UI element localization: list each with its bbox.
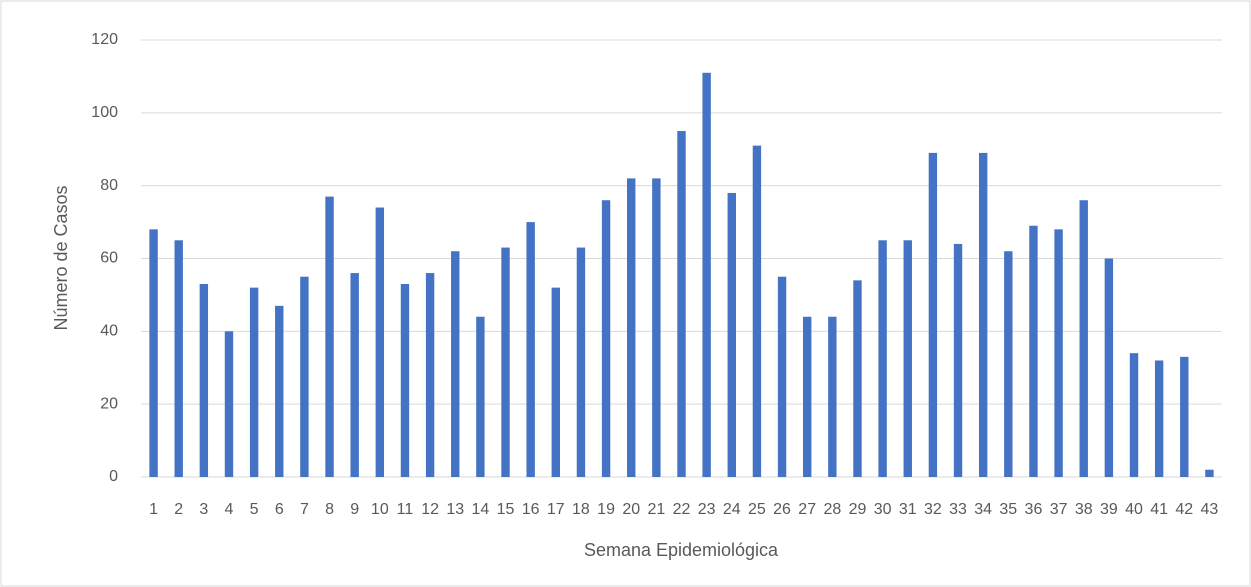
x-tick-label: 13 — [446, 501, 464, 518]
x-tick-label: 6 — [275, 501, 284, 518]
bar — [1004, 251, 1013, 477]
y-tick-label: 20 — [100, 395, 118, 412]
bar — [601, 200, 611, 477]
x-tick-label: 40 — [1125, 501, 1143, 518]
bar — [451, 251, 460, 477]
bar — [576, 247, 586, 477]
x-tick-label: 30 — [874, 501, 892, 518]
x-tick-label: 21 — [647, 501, 665, 518]
bar — [300, 276, 309, 477]
bar — [275, 305, 284, 477]
x-tick-label: 2 — [174, 501, 183, 518]
x-tick-label: 9 — [350, 501, 359, 518]
bar — [551, 287, 561, 477]
bar — [375, 207, 385, 477]
bar — [777, 276, 787, 477]
bar — [1029, 225, 1038, 477]
x-tick-label: 17 — [547, 501, 565, 518]
x-tick-label: 35 — [999, 501, 1017, 518]
x-tick-label: 3 — [199, 501, 208, 518]
bar — [853, 280, 862, 477]
y-tick-label: 120 — [91, 31, 118, 48]
y-axis-title: Número de Casos — [51, 185, 71, 330]
x-tick-label: 23 — [698, 501, 716, 518]
x-tick-label: 19 — [597, 501, 615, 518]
bar — [702, 72, 711, 478]
x-tick-label: 20 — [622, 501, 640, 518]
bar — [400, 283, 410, 477]
x-tick-label: 5 — [250, 501, 259, 518]
x-tick-label: 42 — [1175, 501, 1193, 518]
x-tick-label: 39 — [1100, 501, 1118, 518]
x-tick-label: 27 — [798, 501, 816, 518]
x-tick-label: 4 — [225, 501, 234, 518]
x-tick-label: 41 — [1150, 501, 1168, 518]
x-tick-label: 31 — [899, 501, 917, 518]
x-tick-label: 36 — [1025, 501, 1043, 518]
x-tick-label: 29 — [849, 501, 867, 518]
bar — [425, 273, 435, 477]
y-tick-label: 0 — [109, 468, 118, 485]
bar — [174, 240, 183, 477]
x-tick-label: 33 — [949, 501, 967, 518]
x-tick-label: 1 — [149, 501, 158, 518]
bar — [1205, 469, 1214, 477]
x-tick-label: 28 — [823, 501, 841, 518]
x-tick-label: 26 — [773, 501, 791, 518]
bar — [199, 283, 209, 477]
bar — [224, 331, 234, 477]
y-tick-label: 40 — [100, 323, 118, 340]
bar — [1104, 258, 1114, 477]
bar — [752, 145, 762, 477]
x-tick-label: 37 — [1050, 501, 1068, 518]
bar — [350, 273, 359, 477]
bar — [476, 316, 485, 477]
x-tick-label: 18 — [572, 501, 590, 518]
bar — [325, 196, 334, 477]
bar — [802, 316, 812, 477]
x-axis-title: Semana Epidemiológica — [584, 540, 779, 560]
x-tick-label: 43 — [1201, 501, 1219, 518]
bar — [1180, 356, 1189, 477]
bar — [627, 178, 636, 477]
x-tick-label: 15 — [497, 501, 515, 518]
x-tick-label: 7 — [300, 501, 309, 518]
bar — [1154, 360, 1164, 477]
x-tick-label: 32 — [924, 501, 942, 518]
x-tick-label: 8 — [325, 501, 334, 518]
x-tick-label: 24 — [723, 501, 741, 518]
bar — [501, 247, 510, 477]
bar — [1079, 200, 1088, 477]
bar — [928, 152, 938, 477]
bar — [149, 229, 158, 477]
bar — [652, 178, 661, 477]
bar — [903, 240, 912, 477]
bar — [249, 287, 259, 477]
x-tick-label: 14 — [471, 501, 489, 518]
bar — [953, 243, 963, 477]
bar — [677, 131, 686, 477]
bar — [526, 222, 535, 477]
y-tick-label: 60 — [100, 250, 118, 267]
x-tick-label: 11 — [397, 501, 414, 518]
x-tick-label: 12 — [421, 501, 439, 518]
x-tick-label: 34 — [974, 501, 992, 518]
bar — [978, 152, 988, 477]
x-tick-label: 25 — [748, 501, 766, 518]
bar — [1129, 353, 1139, 477]
x-tick-label: 16 — [522, 501, 540, 518]
bar — [1054, 229, 1063, 477]
x-tick-label: 22 — [673, 501, 691, 518]
bar — [878, 240, 887, 477]
bar — [828, 316, 837, 477]
x-tick-label: 38 — [1075, 501, 1093, 518]
y-tick-label: 80 — [100, 177, 118, 194]
bar — [727, 192, 736, 477]
y-tick-label: 100 — [91, 104, 118, 121]
x-tick-label: 10 — [371, 501, 389, 518]
